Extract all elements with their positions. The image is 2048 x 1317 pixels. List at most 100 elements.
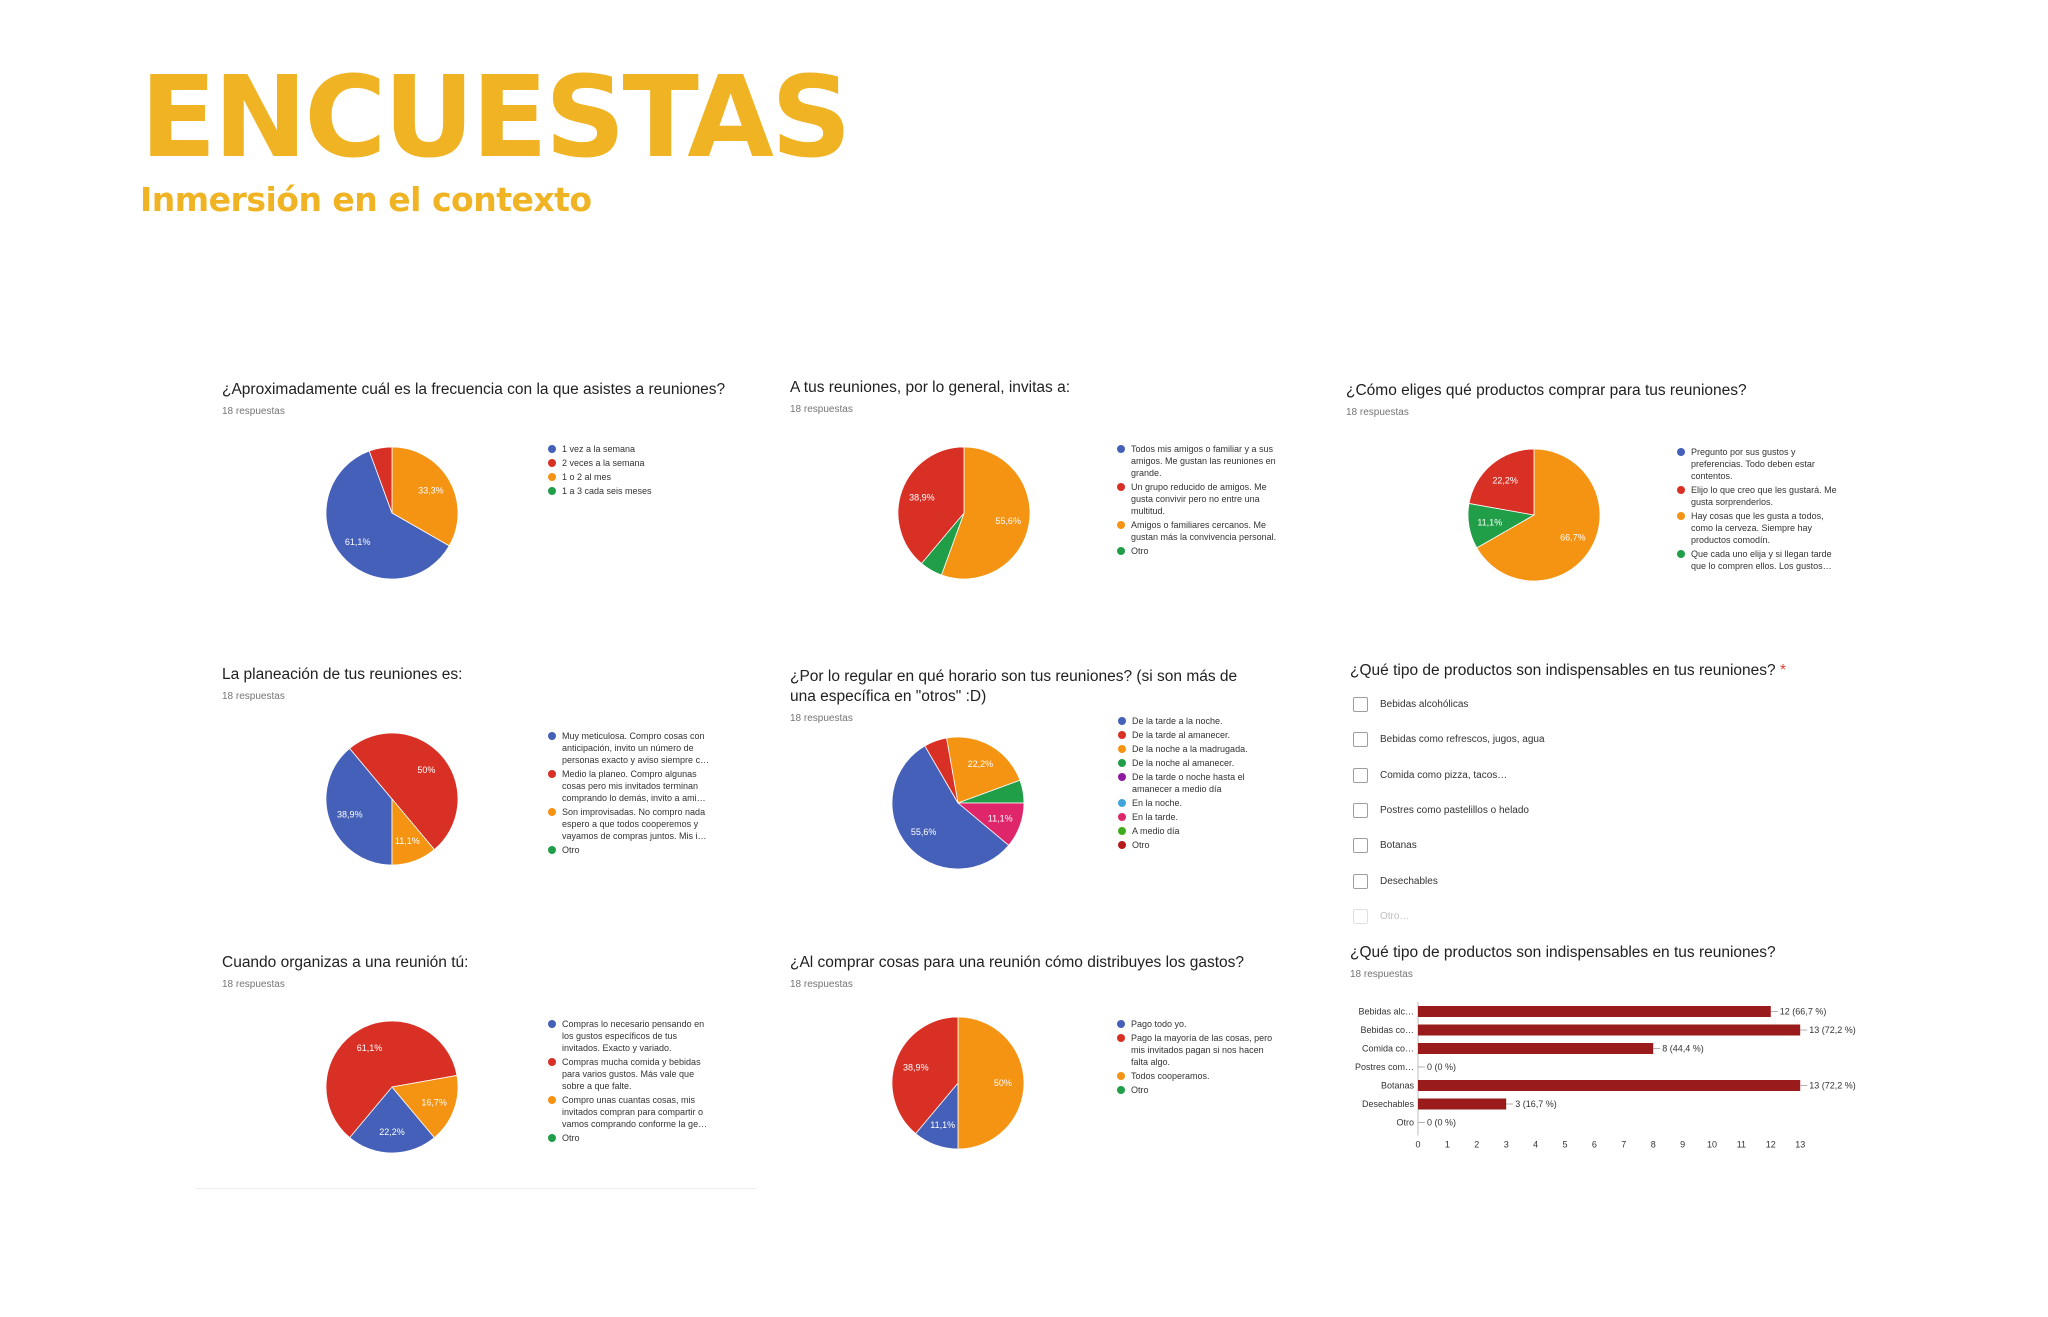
- checkbox[interactable]: [1353, 874, 1368, 889]
- required-mark: *: [1779, 662, 1787, 679]
- bar-value-label: 3 (16,7 %): [1515, 1099, 1557, 1109]
- pie-slice-label: 11,1%: [395, 836, 420, 846]
- question-title: ¿Qué tipo de productos son indispensable…: [1350, 944, 1776, 961]
- legend-item: Hay cosas que les gusta a todos, como la…: [1677, 510, 1842, 546]
- checkbox[interactable]: [1353, 803, 1368, 818]
- pie-slice-label: 11,1%: [988, 813, 1013, 823]
- pie-slice-label: 38,9%: [909, 493, 935, 503]
- pie-slice: [940, 446, 1031, 580]
- x-tick-label: 12: [1766, 1140, 1776, 1150]
- legend-label: Otro: [1131, 1085, 1149, 1095]
- x-tick-label: 3: [1504, 1140, 1509, 1150]
- chart-panel-invitados: A tus reuniones, por lo general, invitas…: [790, 378, 1310, 638]
- question-title: ¿Cómo eliges qué productos comprar para …: [1346, 382, 1747, 399]
- pie-slice: [349, 732, 459, 851]
- bar-value-label: 13 (72,2 %): [1809, 1081, 1856, 1091]
- x-tick-label: 4: [1533, 1140, 1538, 1150]
- bar: [1418, 1098, 1507, 1110]
- chart-panel-horario: ¿Por lo regular en qué horario son tus r…: [790, 667, 1260, 927]
- legend-swatch: [548, 473, 556, 481]
- checkbox-option[interactable]: Comida como pizza, tacos…: [1353, 768, 1507, 783]
- question-title: A tus reuniones, por lo general, invitas…: [790, 379, 1071, 396]
- pie-chart: 55,6% 38,9%: [897, 446, 1031, 580]
- legend-item: En la tarde.: [1118, 811, 1268, 823]
- legend-label: Compras mucha comida y bebidas para vari…: [562, 1057, 701, 1091]
- bar-category-label: Desechables: [1362, 1099, 1415, 1109]
- legend-item: 1 vez a la semana: [548, 443, 673, 455]
- legend-label: 1 vez a la semana: [562, 444, 636, 454]
- response-count: 18 respuestas: [790, 404, 853, 415]
- pie-slice-label: 55,6%: [911, 827, 937, 837]
- legend-item: Todos mis amigos o familiar y a sus amig…: [1117, 443, 1282, 479]
- question-title: La planeación de tus reuniones es:: [222, 666, 463, 683]
- chart-panel-gastos: ¿Al comprar cosas para una reunión cómo …: [790, 953, 1310, 1213]
- legend-item: De la tarde al amanecer.: [1118, 729, 1268, 741]
- pie-chart: 33,3% 61,1%: [325, 446, 459, 580]
- checkbox-option[interactable]: Postres como pastelillos o helado: [1353, 803, 1529, 818]
- legend-item: Pregunto por sus gustos y preferencias. …: [1677, 446, 1842, 482]
- legend-swatch: [1677, 512, 1685, 520]
- x-tick-label: 8: [1651, 1140, 1656, 1150]
- legend-swatch: [1117, 1020, 1125, 1028]
- pie-slice-label: 50%: [994, 1078, 1012, 1088]
- x-tick-label: 10: [1707, 1140, 1717, 1150]
- legend-item: Otro: [548, 844, 713, 856]
- checkbox-option-other[interactable]: Otro…: [1353, 909, 1409, 924]
- response-count: 18 respuestas: [222, 979, 285, 990]
- chart-panel-planeacion: La planeación de tus reuniones es: 18 re…: [222, 665, 762, 925]
- checkbox[interactable]: [1353, 697, 1368, 712]
- legend-swatch: [548, 1096, 556, 1104]
- pie-slice: [391, 797, 435, 866]
- legend-item: De la noche a la madrugada.: [1118, 743, 1268, 755]
- checkbox-option[interactable]: Bebidas como refrescos, jugos, agua: [1353, 732, 1545, 747]
- pie-slice-label: 22,2%: [379, 1127, 405, 1137]
- legend-swatch: [548, 1058, 556, 1066]
- legend-label: Otro: [1132, 840, 1150, 850]
- response-count: 18 respuestas: [222, 406, 285, 417]
- checkbox-option[interactable]: Botanas: [1353, 838, 1417, 853]
- legend-swatch: [1117, 521, 1125, 529]
- x-tick-label: 7: [1621, 1140, 1626, 1150]
- bar: [1418, 1024, 1801, 1036]
- legend-item: En la noche.: [1118, 797, 1268, 809]
- chart-legend: Pago todo yo. Pago la mayoría de las cosa…: [1117, 1018, 1282, 1098]
- legend-item: 1 o 2 al mes: [548, 471, 673, 483]
- legend-swatch: [548, 459, 556, 467]
- legend-swatch: [548, 1134, 556, 1142]
- bar-value-label: 12 (66,7 %): [1780, 1007, 1827, 1017]
- pie-chart: 22,2% 61,1% 16,7%: [325, 1020, 459, 1154]
- pie-slice: [325, 1020, 458, 1139]
- x-tick-label: 6: [1592, 1140, 1597, 1150]
- bar-value-label: 0 (0 %): [1427, 1062, 1456, 1072]
- checkbox-option[interactable]: Bebidas alcohólicas: [1353, 697, 1468, 712]
- legend-label: Muy meticulosa. Compro cosas con anticip…: [562, 731, 710, 765]
- legend-label: 2 veces a la semana: [562, 458, 645, 468]
- legend-label: Elijo lo que creo que les gustará. Me gu…: [1691, 485, 1837, 507]
- legend-label: 1 a 3 cada seis meses: [562, 486, 652, 496]
- legend-item: Pago la mayoría de las cosas, pero mis i…: [1117, 1032, 1282, 1068]
- legend-item: Son improvisadas. No compro nada espero …: [548, 806, 713, 842]
- legend-item: Elijo lo que creo que les gustará. Me gu…: [1677, 484, 1842, 508]
- legend-item: Que cada uno elija y si llegan tarde que…: [1677, 548, 1842, 572]
- legend-label: Todos cooperamos.: [1131, 1071, 1210, 1081]
- chart-legend: De la tarde a la noche. De la tarde al am…: [1118, 715, 1268, 853]
- legend-label: Compro unas cuantas cosas, mis invitados…: [562, 1095, 708, 1129]
- pie-slice: [325, 747, 393, 866]
- pie-slice-label: 22,2%: [968, 759, 994, 769]
- pie-slice: [391, 446, 459, 547]
- checkbox[interactable]: [1353, 838, 1368, 853]
- legend-swatch: [548, 445, 556, 453]
- checkbox[interactable]: [1353, 768, 1368, 783]
- legend-swatch: [1118, 813, 1126, 821]
- chart-legend: Pregunto por sus gustos y preferencias. …: [1677, 446, 1842, 574]
- checkbox[interactable]: [1353, 732, 1368, 747]
- pie-slice-label: 33,3%: [418, 486, 444, 496]
- checkbox-option[interactable]: Desechables: [1353, 874, 1438, 889]
- legend-swatch: [548, 1020, 556, 1028]
- legend-label: De la tarde o noche hasta el amanecer a …: [1132, 772, 1245, 794]
- pie-chart: 22,2% 11,1% 55,6%: [891, 736, 1025, 870]
- legend-item: 2 veces a la semana: [548, 457, 673, 469]
- checkbox[interactable]: [1353, 909, 1368, 924]
- pie-slice-label: 38,9%: [903, 1063, 929, 1073]
- bar-category-label: Postres com…: [1355, 1062, 1414, 1072]
